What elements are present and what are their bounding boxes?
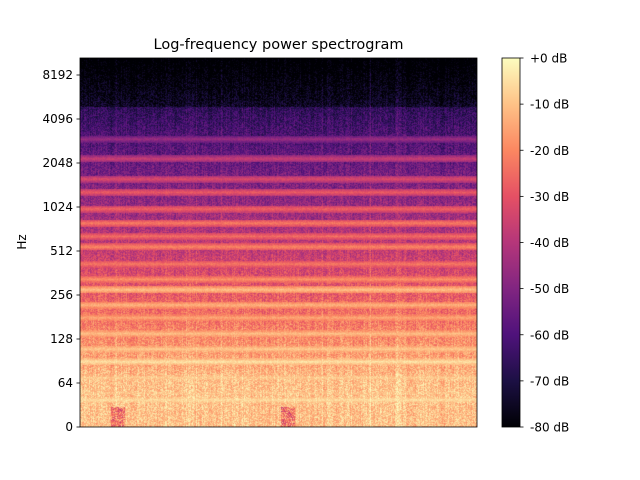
y-tick-label: 256	[50, 288, 73, 302]
spectrogram-image	[80, 58, 477, 427]
colorbar-tick-label: -60 dB	[530, 328, 569, 342]
colorbar-tick-label: -70 dB	[530, 374, 569, 388]
plot-frame	[79, 57, 478, 428]
y-tick-label: 512	[50, 244, 73, 258]
colorbar-tick-label: -10 dB	[530, 98, 569, 112]
colorbar-tick-label: +0 dB	[530, 52, 567, 66]
y-axis-label: Hz	[15, 234, 29, 249]
colorbar-tick-label: -50 dB	[530, 282, 569, 296]
y-tick-label: 1024	[42, 200, 73, 214]
y-tick-label: 4096	[42, 112, 73, 126]
spectrogram-heatmap	[80, 58, 477, 427]
colorbar-ticks: +0 dB -10 dB -20 dB -30 dB -40 dB -50 dB -60 d…	[520, 52, 569, 435]
y-tick-label: 0	[65, 420, 73, 434]
colorbar-tick-label: -30 dB	[530, 190, 569, 204]
y-tick-label: 128	[50, 332, 73, 346]
colorbar-tick-label: -20 dB	[530, 144, 569, 158]
y-axis-ticks: 0 64 128 256 512 1024 2048 4096 8192	[42, 68, 80, 434]
y-tick-label: 64	[58, 376, 73, 390]
colorbar-tick-label: -80 dB	[530, 421, 569, 435]
colorbar	[501, 57, 521, 428]
y-tick-label: 2048	[42, 156, 73, 170]
chart-title: Log-frequency power spectrogram	[154, 37, 404, 53]
colorbar-tick-label: -40 dB	[530, 236, 569, 250]
y-tick-label: 8192	[42, 68, 73, 82]
